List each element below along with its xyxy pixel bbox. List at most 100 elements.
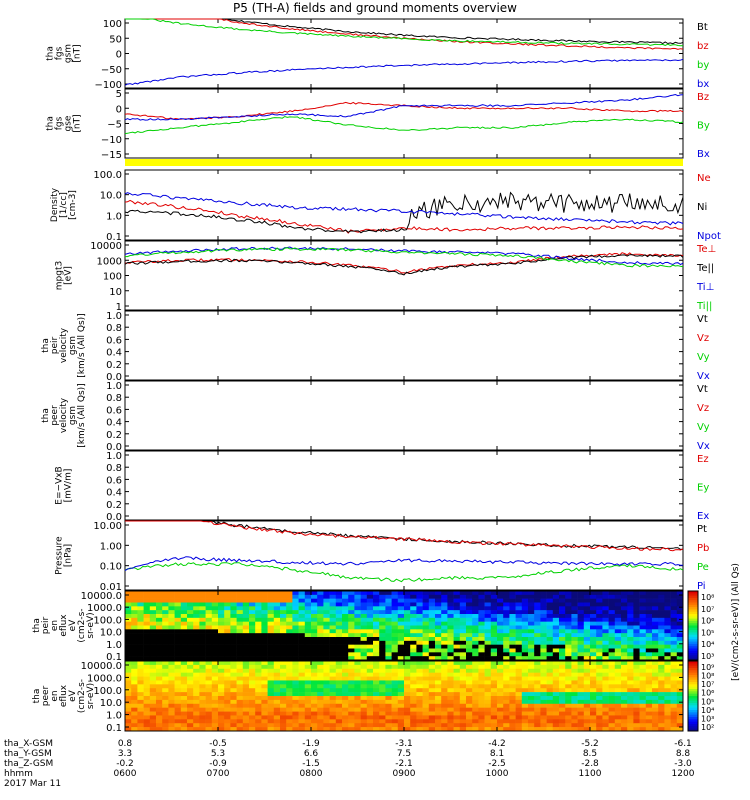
heatmap-cell [149, 719, 157, 724]
heatmap-cell [441, 652, 448, 657]
heatmap-cell [515, 719, 523, 724]
heatmap-cell [410, 707, 417, 712]
heatmap-cell [621, 719, 628, 724]
y-axis-label: (cm2-s- [77, 608, 87, 642]
heatmap-cell [280, 719, 287, 724]
heatmap-cell [174, 692, 182, 697]
heatmap-cell [645, 672, 653, 677]
heatmap-cell [242, 723, 250, 728]
heatmap-cell [211, 625, 219, 630]
heatmap-cell [261, 606, 268, 611]
heatmap-cell [298, 598, 306, 603]
heatmap-cell [391, 715, 399, 720]
heatmap-cell [447, 656, 454, 661]
heatmap-cell [273, 688, 281, 693]
heatmap-cell [670, 668, 678, 673]
heatmap-cell [528, 715, 535, 720]
heatmap-cell [670, 648, 678, 653]
heatmap-cell [255, 684, 262, 689]
heatmap-cell [180, 719, 188, 724]
heatmap-cell [366, 625, 374, 630]
heatmap-cell [162, 672, 169, 677]
heatmap-cell [230, 610, 237, 615]
heatmap-cell [249, 711, 256, 716]
heatmap-cell [366, 591, 374, 596]
heatmap-cell [255, 648, 262, 653]
heatmap-cell [540, 652, 547, 657]
x-axis-value: 0600 [114, 769, 137, 779]
heatmap-cell [497, 676, 504, 681]
heatmap-cell [187, 617, 194, 622]
heatmap-cell [323, 644, 330, 649]
heatmap-cell [484, 707, 492, 712]
heatmap-cell [292, 637, 299, 642]
heatmap-cell [162, 661, 169, 666]
heatmap-cell [633, 625, 640, 630]
heatmap-cell [249, 637, 256, 642]
heatmap-cell [639, 640, 647, 645]
heatmap-cell [404, 648, 411, 653]
heatmap-cell [354, 707, 361, 712]
y-tick-label: 0.1 [106, 723, 122, 734]
heatmap-cell [292, 696, 299, 701]
heatmap-cell [490, 727, 498, 732]
heatmap-cell [658, 640, 665, 645]
heatmap-cell [168, 640, 175, 645]
heatmap-cell [193, 652, 200, 657]
heatmap-cell [391, 617, 399, 622]
heatmap-cell [366, 699, 374, 705]
heatmap-cell [286, 707, 293, 712]
heatmap-cell [577, 707, 585, 712]
heatmap-cell [391, 594, 399, 599]
heatmap-cell [267, 727, 275, 732]
heatmap-cell [596, 621, 603, 626]
heatmap-cell [459, 719, 467, 724]
heatmap-cell [627, 676, 634, 681]
heatmap-cell [515, 668, 523, 673]
heatmap-cell [559, 625, 566, 630]
heatmap-cell [156, 676, 163, 681]
heatmap-cell [602, 661, 609, 666]
colorbar-swatch [688, 714, 698, 718]
heatmap-cell [211, 688, 219, 693]
heatmap-cell [583, 703, 591, 708]
heatmap-cell [453, 692, 461, 697]
heatmap-cell [242, 617, 250, 622]
heatmap-cell [131, 715, 138, 720]
heatmap-cell [273, 680, 281, 685]
y-tick-label: 1000.0 [87, 673, 122, 684]
heatmap-cell [664, 699, 671, 705]
heatmap-cell [627, 652, 634, 657]
heatmap-cell [410, 719, 417, 724]
heatmap-cell [329, 676, 337, 681]
heatmap-cell [552, 602, 560, 607]
heatmap-cell [484, 676, 492, 681]
heatmap-cell [218, 727, 225, 732]
heatmap-cell [614, 719, 622, 724]
heatmap-cell [131, 680, 138, 685]
panel-frame-efield [124, 450, 684, 521]
heatmap-cell [404, 727, 411, 732]
heatmap-cell [583, 617, 591, 622]
heatmap-cell [292, 591, 299, 596]
x-axis-value: -4.2 [488, 739, 506, 749]
heatmap-cell [379, 591, 386, 596]
heatmap-cell [453, 703, 461, 708]
heatmap-cell [546, 629, 554, 634]
heatmap-cell [292, 652, 299, 657]
heatmap-cell [441, 629, 448, 634]
heatmap-cell [515, 598, 523, 603]
heatmap-cell [199, 652, 206, 657]
heatmap-cell [143, 696, 151, 701]
heatmap-cell [602, 644, 609, 649]
y-axis-label: velocity [59, 327, 69, 363]
heatmap-cell [366, 723, 374, 728]
heatmap-cell [137, 617, 144, 622]
heatmap-cell [627, 637, 634, 642]
heatmap-cell [366, 696, 374, 701]
heatmap-cell [180, 621, 188, 626]
heatmap-cell [298, 594, 306, 599]
heatmap-cell [596, 727, 603, 732]
heatmap-cell [447, 719, 454, 724]
heatmap-cell [335, 629, 343, 634]
